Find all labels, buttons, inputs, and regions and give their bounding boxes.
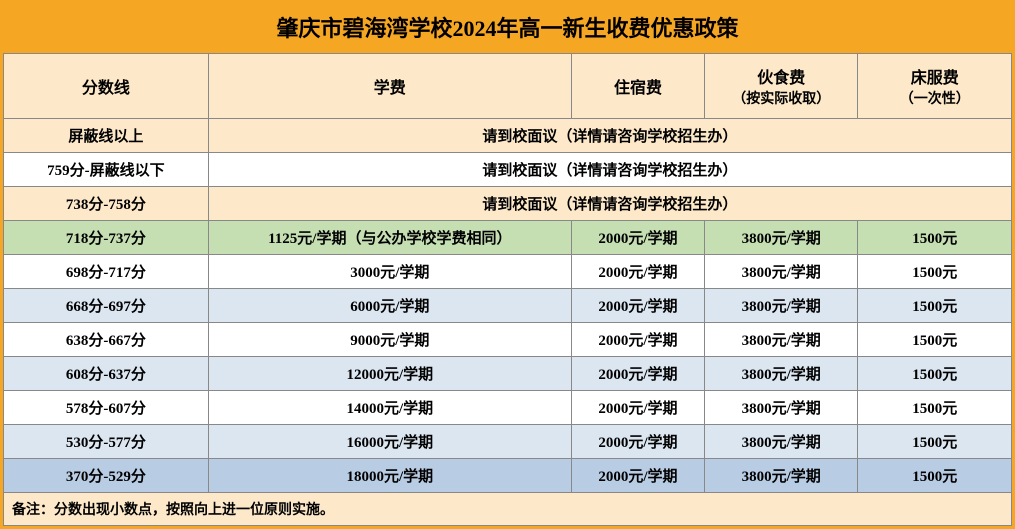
cell-tuition: 12000元/学期 [208,357,571,391]
cell-score: 638分-667分 [4,323,209,357]
cell-tuition: 6000元/学期 [208,289,571,323]
cell-meal: 3800元/学期 [704,425,858,459]
table-body: 屏蔽线以上请到校面议（详情请咨询学校招生办）759分-屏蔽线以下请到校面议（详情… [4,119,1012,493]
table-row: 530分-577分16000元/学期2000元/学期3800元/学期1500元 [4,425,1012,459]
cell-dorm: 2000元/学期 [571,425,704,459]
cell-dorm: 2000元/学期 [571,391,704,425]
cell-bed: 1500元 [858,255,1012,289]
cell-meal: 3800元/学期 [704,255,858,289]
cell-meal: 3800元/学期 [704,391,858,425]
cell-tuition: 18000元/学期 [208,459,571,493]
cell-meal: 3800元/学期 [704,289,858,323]
header-row: 分数线 学费 住宿费 伙食费 （按实际收取） 床服费 （一次性） [4,54,1012,119]
header-meal-label: 伙食费 [757,70,805,87]
header-meal: 伙食费 （按实际收取） [704,54,858,119]
table-row: 698分-717分3000元/学期2000元/学期3800元/学期1500元 [4,255,1012,289]
header-tuition: 学费 [208,54,571,119]
cell-score: 738分-758分 [4,187,209,221]
cell-dorm: 2000元/学期 [571,323,704,357]
cell-score: 屏蔽线以上 [4,119,209,153]
header-score: 分数线 [4,54,209,119]
cell-dorm: 2000元/学期 [571,357,704,391]
cell-score: 578分-607分 [4,391,209,425]
cell-bed: 1500元 [858,459,1012,493]
cell-tuition: 16000元/学期 [208,425,571,459]
cell-score: 668分-697分 [4,289,209,323]
cell-score: 718分-737分 [4,221,209,255]
table-row: 370分-529分18000元/学期2000元/学期3800元/学期1500元 [4,459,1012,493]
cell-dorm: 2000元/学期 [571,459,704,493]
cell-bed: 1500元 [858,221,1012,255]
cell-consult: 请到校面议（详情请咨询学校招生办） [208,187,1011,221]
table-row: 638分-667分9000元/学期2000元/学期3800元/学期1500元 [4,323,1012,357]
table-row: 578分-607分14000元/学期2000元/学期3800元/学期1500元 [4,391,1012,425]
table-row: 738分-758分请到校面议（详情请咨询学校招生办） [4,187,1012,221]
cell-consult: 请到校面议（详情请咨询学校招生办） [208,119,1011,153]
cell-bed: 1500元 [858,357,1012,391]
cell-tuition: 14000元/学期 [208,391,571,425]
fee-table: 分数线 学费 住宿费 伙食费 （按实际收取） 床服费 （一次性） 屏蔽线以上请到… [3,53,1012,493]
table-row: 608分-637分12000元/学期2000元/学期3800元/学期1500元 [4,357,1012,391]
table-row: 668分-697分6000元/学期2000元/学期3800元/学期1500元 [4,289,1012,323]
cell-bed: 1500元 [858,425,1012,459]
cell-consult: 请到校面议（详情请咨询学校招生办） [208,153,1011,187]
cell-meal: 3800元/学期 [704,221,858,255]
page-title: 肇庆市碧海湾学校2024年高一新生收费优惠政策 [3,3,1012,53]
cell-score: 530分-577分 [4,425,209,459]
policy-table-wrapper: 肇庆市碧海湾学校2024年高一新生收费优惠政策 分数线 学费 住宿费 伙食费 （… [0,0,1015,529]
cell-score: 608分-637分 [4,357,209,391]
cell-bed: 1500元 [858,289,1012,323]
table-row: 759分-屏蔽线以下请到校面议（详情请咨询学校招生办） [4,153,1012,187]
cell-bed: 1500元 [858,391,1012,425]
header-bed-label: 床服费 [911,70,959,87]
cell-tuition: 1125元/学期（与公办学校学费相同） [208,221,571,255]
cell-bed: 1500元 [858,323,1012,357]
cell-tuition: 9000元/学期 [208,323,571,357]
header-dorm: 住宿费 [571,54,704,119]
cell-score: 370分-529分 [4,459,209,493]
cell-tuition: 3000元/学期 [208,255,571,289]
header-bed: 床服费 （一次性） [858,54,1012,119]
table-row: 718分-737分1125元/学期（与公办学校学费相同）2000元/学期3800… [4,221,1012,255]
cell-meal: 3800元/学期 [704,459,858,493]
cell-score: 759分-屏蔽线以下 [4,153,209,187]
cell-score: 698分-717分 [4,255,209,289]
cell-dorm: 2000元/学期 [571,289,704,323]
cell-meal: 3800元/学期 [704,357,858,391]
cell-dorm: 2000元/学期 [571,255,704,289]
cell-dorm: 2000元/学期 [571,221,704,255]
header-meal-sub: （按实际收取） [732,92,830,107]
header-bed-sub: （一次性） [900,92,970,107]
table-row: 屏蔽线以上请到校面议（详情请咨询学校招生办） [4,119,1012,153]
footer-note: 备注：分数出现小数点，按照向上进一位原则实施。 [3,493,1012,526]
cell-meal: 3800元/学期 [704,323,858,357]
